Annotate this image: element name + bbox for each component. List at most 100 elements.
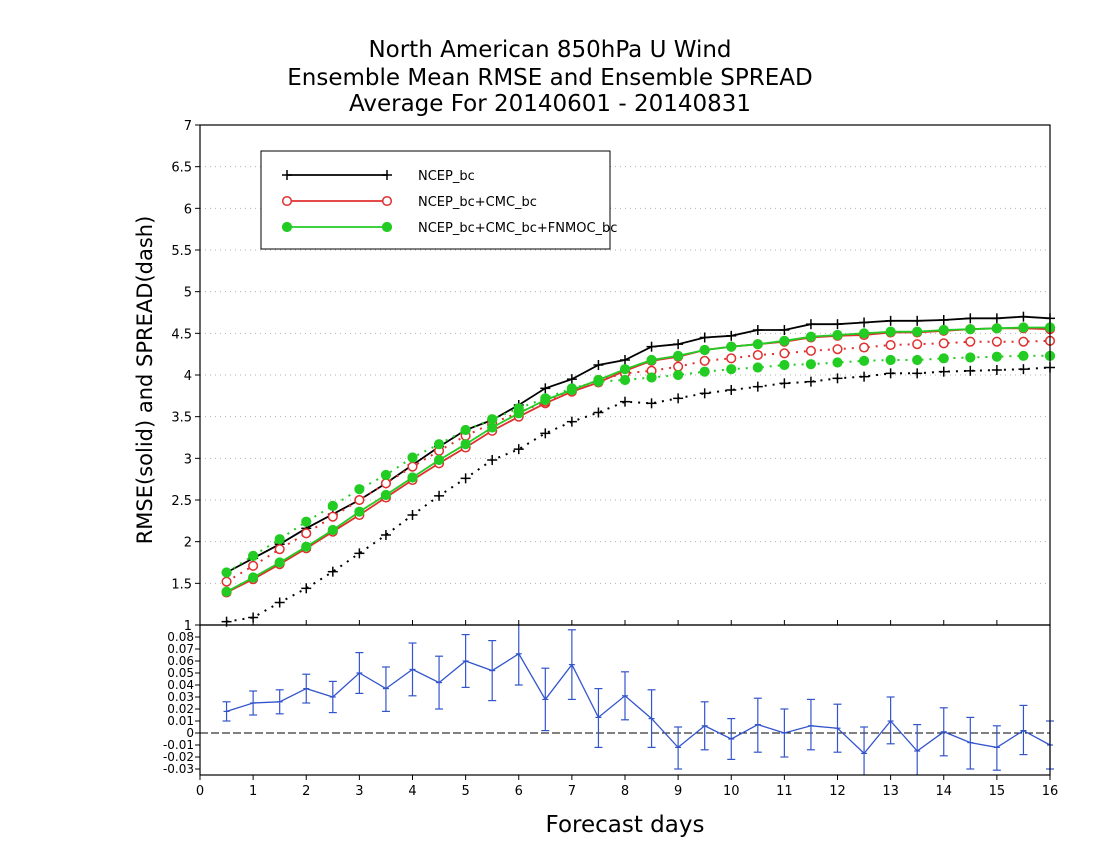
main-y-tick-label: 6.5 (171, 161, 192, 176)
error-bar (833, 703, 842, 753)
x-tick-label: 5 (461, 784, 469, 799)
legend-box (260, 150, 611, 250)
filled-circle-marker (540, 393, 551, 404)
series-line (226, 339, 1051, 583)
filled-circle-marker (779, 359, 790, 371)
series-line (226, 315, 1051, 574)
filled-circle-marker (805, 331, 817, 342)
filled-circle-marker (566, 383, 577, 394)
bottom-y-tick-label: 0.02 (167, 702, 194, 716)
main-y-tick-label: 5.5 (171, 244, 192, 259)
error-bar (541, 667, 550, 732)
filled-circle-marker (991, 351, 1002, 362)
open-circle-marker (673, 361, 684, 372)
x-tick-label: 10 (723, 784, 740, 799)
filled-circle-marker (832, 329, 843, 341)
x-tick-label: 1 (249, 784, 257, 799)
open-circle-marker (407, 461, 418, 472)
series-line (226, 326, 1050, 593)
main-y-ticks: 1 1.5 2 2.5 3 3.5 4 4.5 5 5.5 6 6.5 7 (171, 119, 200, 634)
legend-label: NCEP_bc+CMC_bc (418, 195, 537, 210)
x-tick-label: 13 (882, 784, 899, 799)
filled-circle-marker (699, 344, 710, 356)
filled-circle-marker (752, 362, 763, 373)
main-y-tick-label: 2.5 (171, 494, 192, 509)
error-bar (355, 651, 364, 695)
bottom-plot-frame (199, 624, 1051, 776)
filled-circle-marker (965, 352, 976, 363)
filled-circle-marker (938, 324, 949, 336)
filled-circle-marker (619, 364, 631, 375)
filled-circle-marker (513, 403, 524, 414)
filled-circle-marker (779, 335, 790, 346)
open-circle-marker (221, 576, 232, 587)
legend-label: NCEP_bc (418, 169, 475, 184)
open-circle-marker (779, 348, 790, 359)
open-circle-marker (859, 342, 870, 353)
bottom-y-tick-label: 0 (186, 726, 194, 740)
error-bar (700, 701, 709, 751)
filled-circle-marker (407, 452, 418, 463)
open-circle-marker (281, 195, 293, 207)
main-y-tick-label: 1.5 (171, 577, 192, 592)
filled-circle-marker (593, 376, 604, 387)
bottom-y-tick-label: 0.01 (167, 714, 194, 728)
chart-title-line-2: Ensemble Mean RMSE and Ensemble SPREAD (287, 65, 813, 91)
filled-circle-marker (673, 369, 684, 381)
filled-circle-marker (885, 354, 896, 366)
filled-circle-marker (433, 439, 445, 450)
filled-circle-marker (381, 221, 393, 233)
x-tick-label: 8 (621, 784, 629, 799)
open-circle-marker (726, 353, 737, 364)
x-tick-label: 14 (935, 784, 952, 799)
error-bar (860, 726, 869, 775)
error-bar (806, 698, 815, 751)
chart-title-line-1: North American 850hPa U Wind (368, 37, 732, 63)
open-circle-marker (805, 345, 816, 356)
filled-circle-marker (991, 323, 1002, 334)
legend-label: NCEP_bc+CMC_bc+FNMOC_bc (418, 221, 617, 236)
main-series-group (221, 311, 1056, 627)
main-y-tick-label: 7 (184, 119, 192, 134)
filled-circle-marker (248, 572, 259, 583)
filled-circle-marker (1018, 322, 1029, 333)
open-circle-marker (274, 544, 285, 555)
x-tick-label: 7 (568, 784, 576, 799)
bottom-y-tick-label: -0.03 (163, 762, 194, 776)
filled-circle-marker (327, 500, 338, 511)
filled-circle-marker (858, 328, 870, 339)
filled-circle-marker (832, 357, 843, 368)
x-tick-label: 15 (989, 784, 1006, 799)
filled-circle-marker (619, 374, 631, 386)
series-5 (221, 350, 1056, 578)
open-circle-marker (301, 528, 312, 539)
error-bar (621, 671, 629, 721)
error-bar (328, 680, 337, 714)
series-line (226, 327, 1051, 594)
series-0 (221, 311, 1055, 578)
error-bar (674, 726, 683, 770)
open-circle-marker (912, 339, 923, 350)
filled-circle-marker (965, 324, 976, 335)
error-bar (381, 666, 390, 713)
open-circle-marker (938, 338, 949, 349)
filled-circle-marker (221, 586, 232, 597)
open-circle-marker (354, 494, 365, 506)
bottom-y-tick-label: -0.02 (163, 750, 194, 764)
error-bar (753, 697, 762, 753)
open-circle-marker (832, 344, 843, 355)
filled-circle-marker (885, 326, 896, 337)
bottom-y-tick-label: 0.08 (167, 630, 194, 644)
error-bar (275, 689, 284, 715)
x-tick-label: 3 (355, 784, 363, 799)
bottom-y-ticks: -0.03-0.02-0.0100.010.020.030.040.050.06… (163, 630, 200, 776)
open-circle-marker (991, 336, 1002, 347)
main-y-tick-label: 3 (184, 452, 192, 467)
open-circle-marker (752, 349, 763, 361)
filled-circle-marker (1018, 350, 1029, 361)
bottom-series-group (222, 625, 1054, 775)
filled-circle-marker (380, 469, 392, 481)
filled-circle-marker (912, 354, 923, 366)
chart-title-line-3: Average For 20140601 - 20140831 (348, 91, 752, 117)
filled-circle-marker (354, 506, 365, 517)
